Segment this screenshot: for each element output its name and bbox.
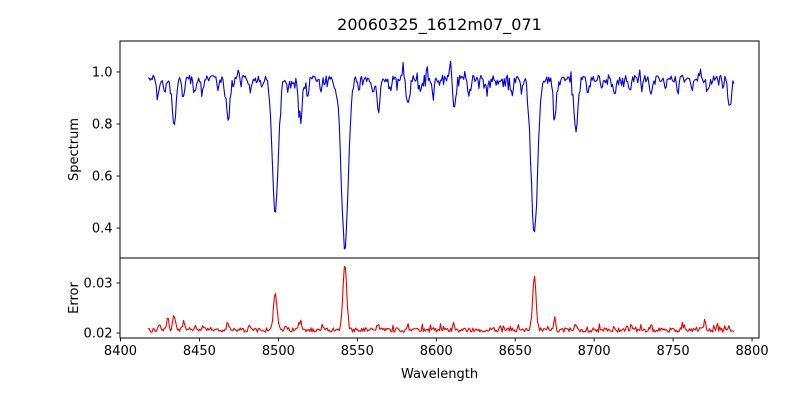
spectrum-panel-border — [119, 40, 760, 259]
x-axis-label: Wavelength — [401, 367, 478, 382]
x-tick-label: 8600 — [420, 344, 453, 359]
spectrum-line — [147, 60, 735, 250]
spectrum-y-axis-label: Spectrum — [67, 118, 82, 181]
x-tick-label: 8550 — [341, 344, 374, 359]
x-tick-label: 8500 — [262, 344, 295, 359]
spectrum-y-tick-label: 1.0 — [92, 65, 113, 80]
x-tick-label: 8750 — [657, 344, 690, 359]
error-y-tick-label: 0.03 — [84, 277, 113, 292]
error-y-tick-label: 0.02 — [84, 327, 113, 342]
spectrum-y-tick-label: 0.4 — [92, 222, 113, 237]
error-y-axis-label: Error — [67, 282, 82, 314]
plot-area: 8400 8450 8500 8550 8600 8650 8700 8750 8800 0.4 0… — [84, 40, 769, 359]
spectrum-y-tick-label: 0.8 — [92, 118, 113, 133]
x-tick-label: 8450 — [183, 344, 216, 359]
error-line — [147, 265, 735, 333]
chart-title: 20060325_1612m07_071 — [337, 15, 542, 35]
x-tick-label: 8700 — [578, 344, 611, 359]
spectrum-y-tick-label: 0.6 — [92, 170, 113, 185]
x-tick-label: 8400 — [104, 344, 137, 359]
x-tick-label: 8800 — [736, 344, 769, 359]
error-panel-border — [119, 257, 760, 339]
x-tick-label: 8650 — [499, 344, 532, 359]
